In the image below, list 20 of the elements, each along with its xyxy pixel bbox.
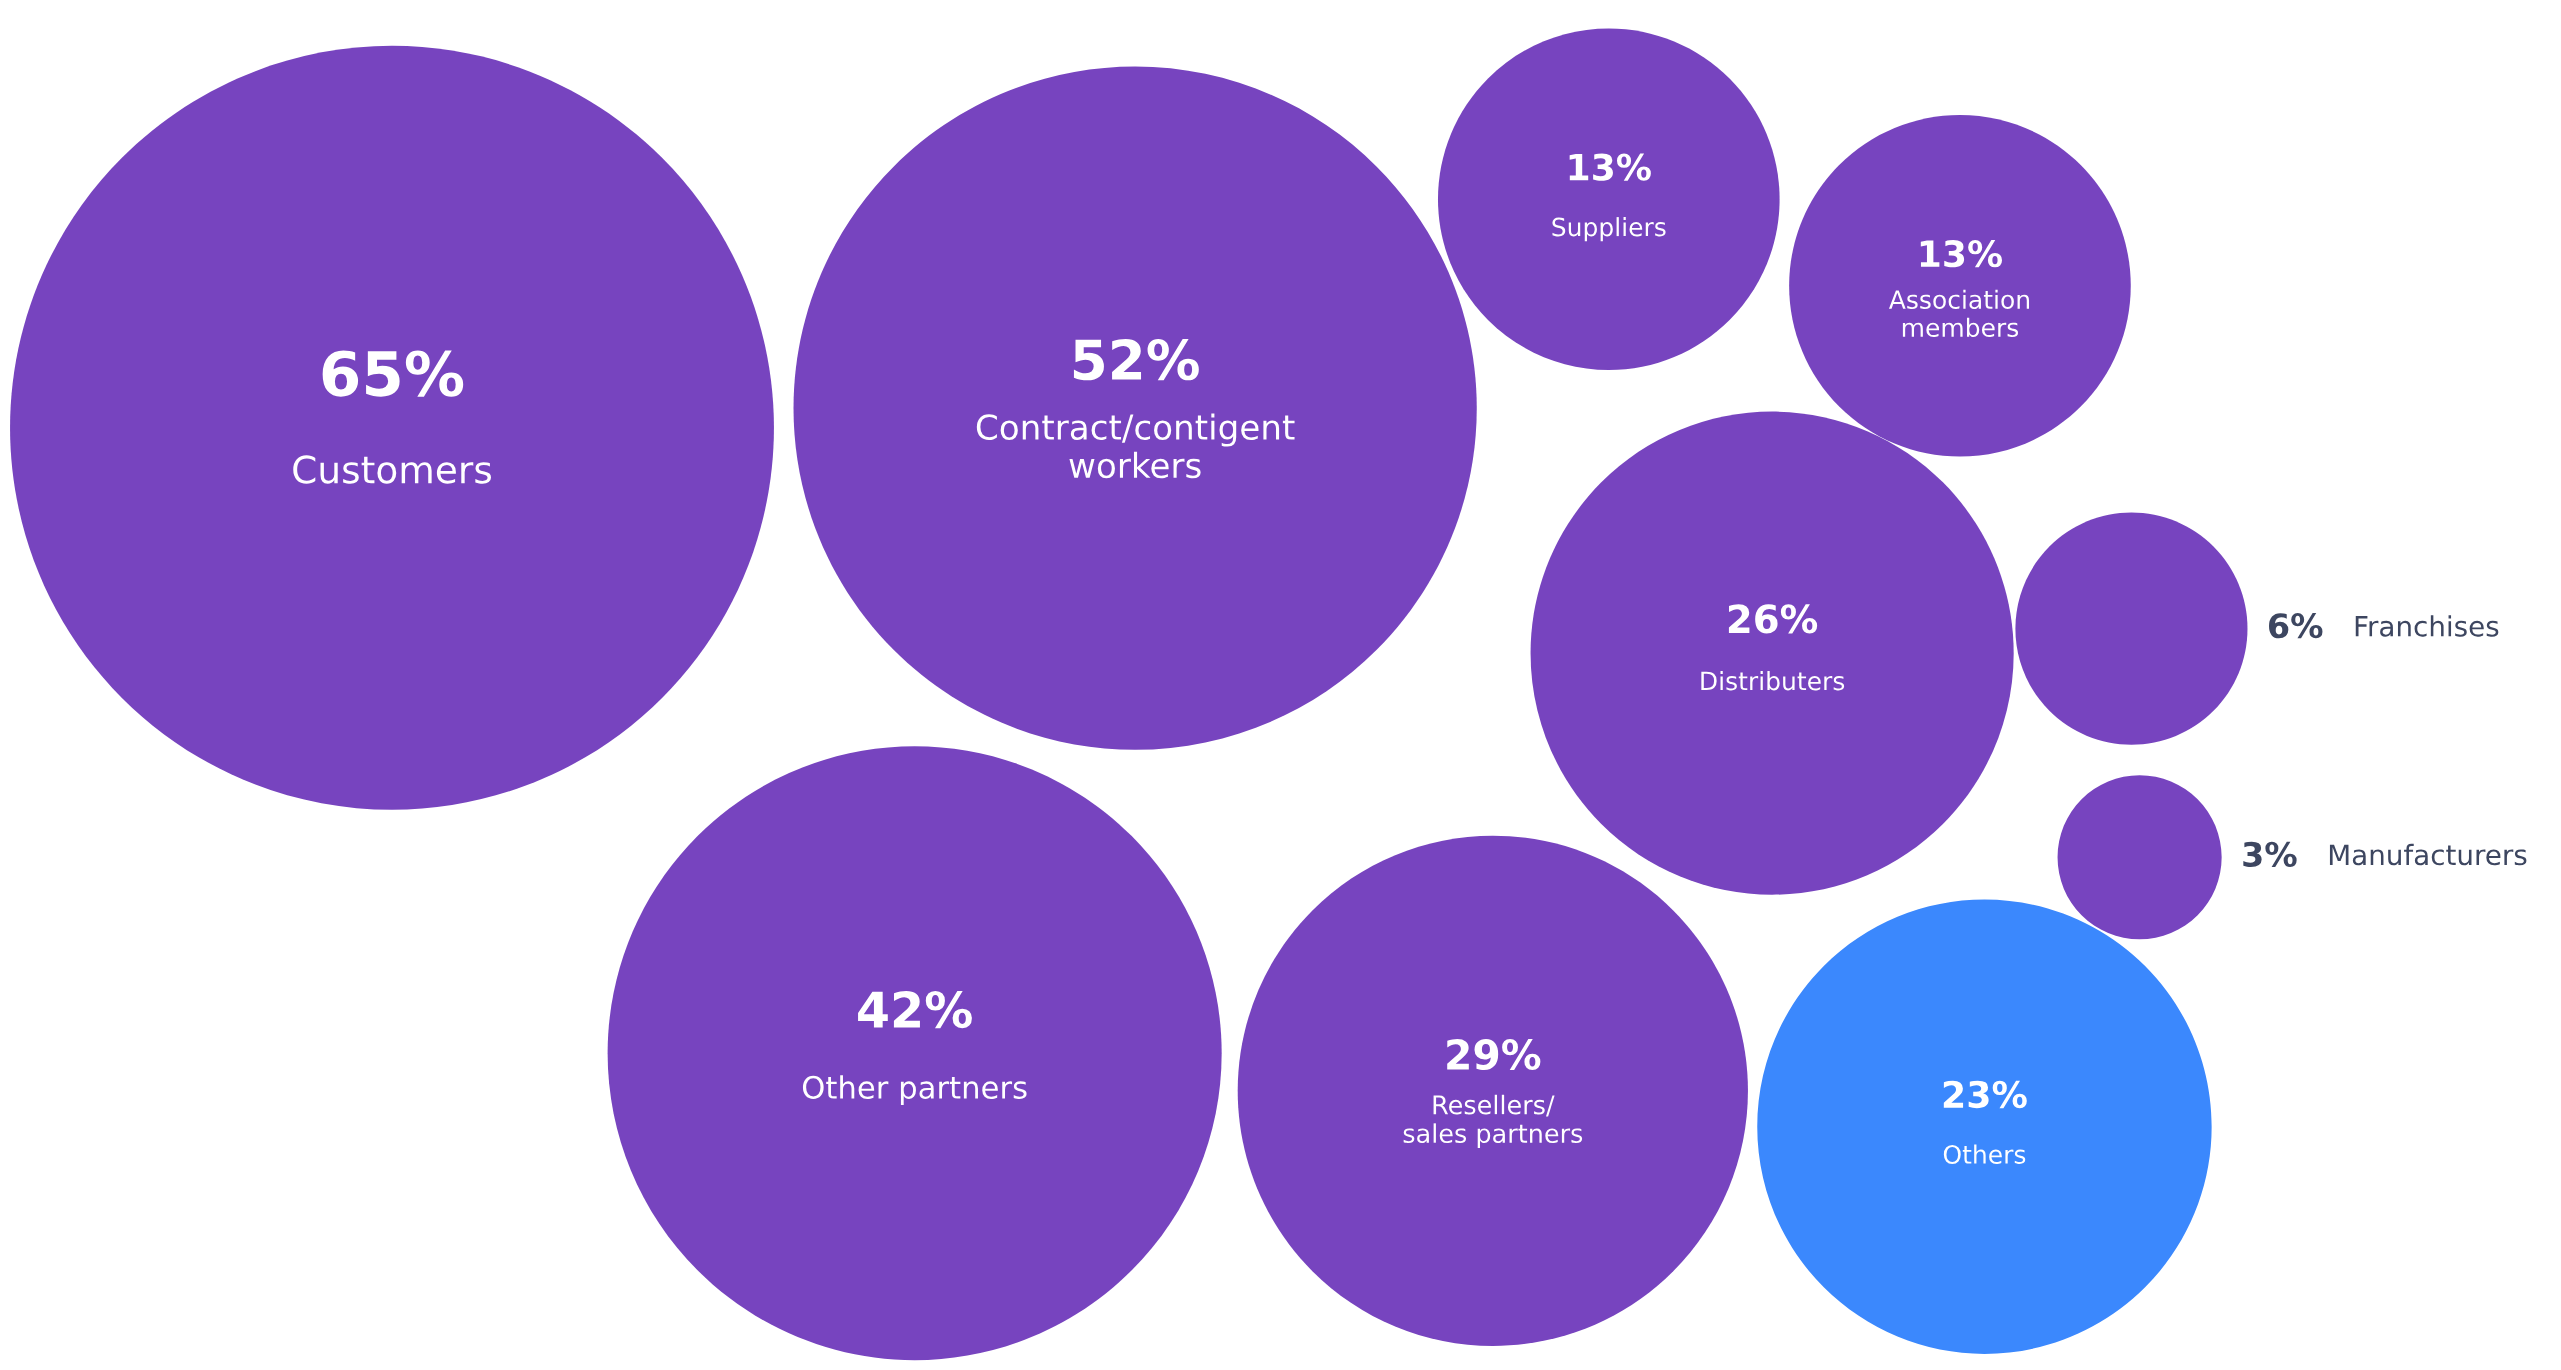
- category-label: Suppliers: [1552, 217, 1666, 242]
- data-label: 23%: [1943, 1080, 2027, 1109]
- category-label: Other partners: [802, 1075, 1027, 1105]
- category-label: Manufacturers: [2329, 843, 2527, 866]
- data-label: 3%: [2243, 841, 2297, 867]
- data-label: 29%: [1447, 1039, 1541, 1070]
- category-label: Others: [1943, 1144, 2026, 1164]
- category-label: Distributers: [1701, 671, 1845, 691]
- category-label: Customers: [293, 455, 492, 484]
- data-label: 6%: [2269, 613, 2323, 639]
- data-label: 26%: [1728, 604, 1818, 634]
- data-label: 13%: [1920, 240, 2003, 268]
- data-label: 42%: [858, 991, 972, 1029]
- data-label: 13%: [1569, 153, 1651, 181]
- data-label: 52%: [1073, 339, 1199, 381]
- data-label: 65%: [322, 350, 464, 397]
- category-label: Association members: [1888, 289, 2029, 338]
- category-label: Franchises: [2355, 615, 2499, 637]
- category-label: Contract/contigent workers: [976, 413, 1295, 479]
- category-label: Resellers/ sales partners: [1403, 1094, 1583, 1149]
